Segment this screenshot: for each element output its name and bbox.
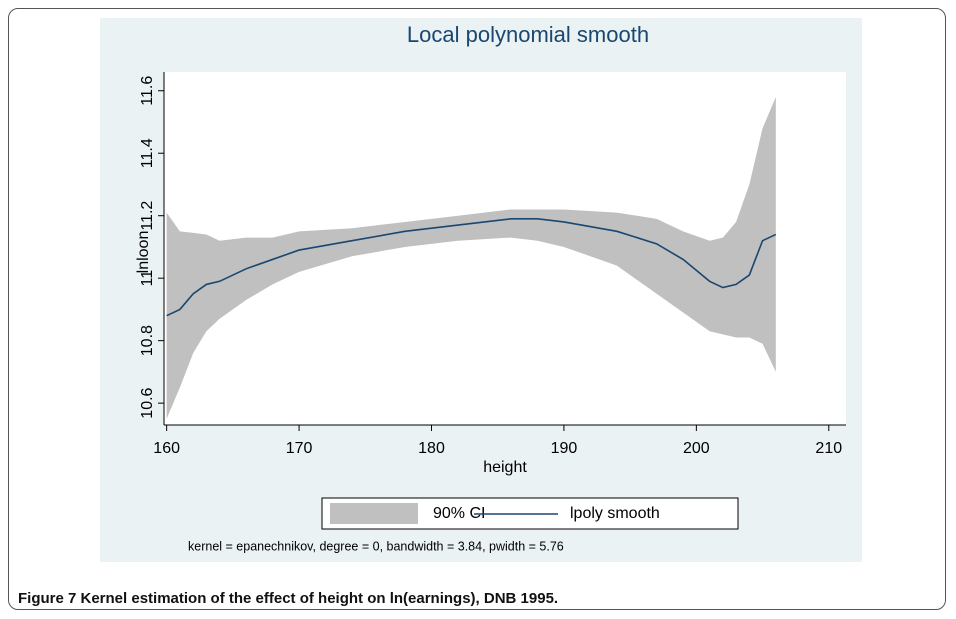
x-tick-label: 180 <box>418 440 445 457</box>
y-axis-label: lnloon <box>135 231 152 274</box>
x-tick-label: 210 <box>815 440 842 457</box>
ci-band <box>166 96 776 419</box>
y-tick-label: 11.2 <box>139 201 156 231</box>
x-tick-label: 200 <box>683 440 710 457</box>
y-tick-label: 10.6 <box>139 387 156 418</box>
legend-label: 90% CI <box>433 505 485 522</box>
x-tick-label: 170 <box>286 440 313 457</box>
note: kernel = epanechnikov, degree = 0, bandw… <box>188 539 564 553</box>
y-tick-label: 10.8 <box>139 325 156 356</box>
x-tick-label: 160 <box>153 440 180 457</box>
chart-title: Local polynomial smooth <box>407 22 649 47</box>
x-axis-label: height <box>483 459 527 476</box>
y-tick-label: 11 <box>139 270 156 287</box>
legend-swatch <box>330 503 418 524</box>
legend-label: lpoly smooth <box>570 505 660 522</box>
smooth-line <box>166 218 777 317</box>
figure-frame <box>8 8 946 610</box>
y-tick-label: 11.6 <box>139 76 156 106</box>
x-tick-label: 190 <box>551 440 578 457</box>
y-tick-label: 11.4 <box>139 138 156 168</box>
figure-caption: Figure 7 Kernel estimation of the effect… <box>18 590 559 607</box>
